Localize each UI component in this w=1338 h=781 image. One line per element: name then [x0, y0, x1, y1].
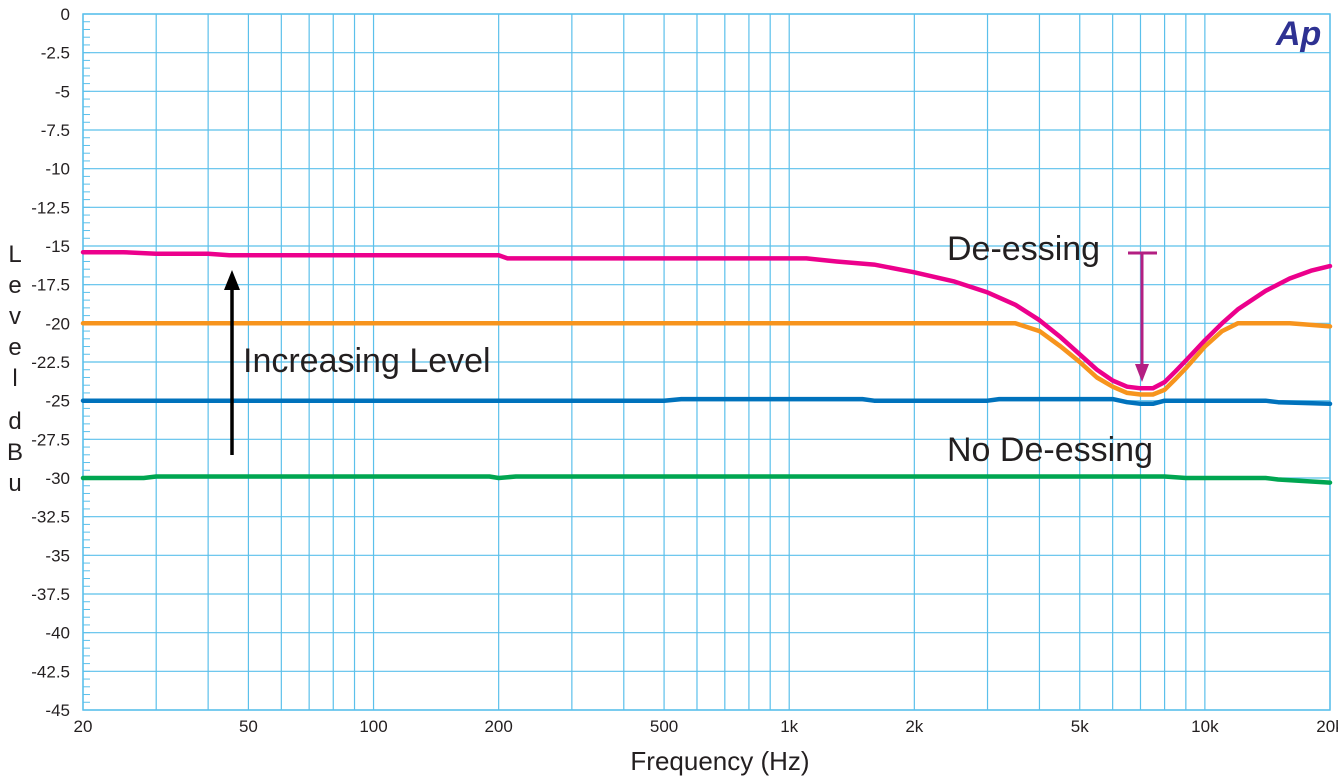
- x-tick-label: 1k: [780, 717, 798, 736]
- x-tick-label: 50: [239, 717, 258, 736]
- y-tick-label: -27.5: [31, 430, 70, 449]
- y-axis-title-letter: l: [12, 365, 17, 392]
- y-tick-label: -12.5: [31, 198, 70, 217]
- series-line-1: [80, 249, 1333, 391]
- y-tick-label: -20: [45, 314, 70, 333]
- y-tick-label: -25: [45, 392, 70, 411]
- y-axis-title-letter: u: [8, 470, 21, 497]
- increasing-level-arrowhead: [224, 270, 240, 290]
- y-tick-label: -32.5: [31, 508, 70, 527]
- increasing-level-label: Increasing Level: [243, 342, 491, 380]
- x-tick-label: 10k: [1191, 717, 1219, 736]
- y-tick-label: -7.5: [41, 121, 70, 140]
- x-tick-label: 100: [359, 717, 387, 736]
- y-tick-label: -5: [55, 82, 70, 101]
- minor-ticks: [83, 13, 90, 711]
- plot-frame: [82, 13, 1331, 711]
- y-tick-label: -45: [45, 701, 70, 720]
- y-tick-label: -42.5: [31, 662, 70, 681]
- series-line-3: [80, 396, 1333, 407]
- y-tick-label: -2.5: [41, 44, 70, 63]
- x-tick-label: 200: [484, 717, 512, 736]
- y-axis-title-letter: L: [8, 241, 21, 268]
- series-line-2: [80, 321, 1333, 397]
- y-axis-title-letter: d: [8, 408, 21, 435]
- y-tick-label: -37.5: [31, 585, 70, 604]
- y-tick-label: -10: [45, 160, 70, 179]
- x-axis-title: Frequency (Hz): [630, 746, 809, 776]
- x-tick-label: 2k: [905, 717, 923, 736]
- x-tick-label: 5k: [1071, 717, 1089, 736]
- y-tick-label: -30: [45, 469, 70, 488]
- y-axis-title-letter: e: [8, 334, 21, 361]
- y-tick-label: -35: [45, 546, 70, 565]
- y-axis-title-letter: v: [9, 303, 21, 330]
- y-tick-label: -17.5: [31, 276, 70, 295]
- y-axis-title-letter: e: [8, 272, 21, 299]
- ap-logo: Ap: [1275, 15, 1321, 53]
- y-tick-labels: 0 -2.5 -5 -7.5 -10 -12.5 -15 -17.5 -20 -22.5 -25 -2…: [31, 5, 70, 720]
- series-lines: [80, 249, 1333, 485]
- x-tick-label: 500: [650, 717, 678, 736]
- series-line-4: [80, 474, 1333, 485]
- x-tick-label: 20k: [1316, 717, 1338, 736]
- no-de-essing-label: No De-essing: [947, 431, 1153, 469]
- y-tick-label: -40: [45, 624, 70, 643]
- y-tick-label: 0: [61, 5, 70, 24]
- y-tick-label: -15: [45, 237, 70, 256]
- de-essing-label: De-essing: [947, 230, 1100, 268]
- de-essing-arrowhead: [1135, 364, 1149, 382]
- x-tick-labels: 20 50 100 200 500 1k 2k 5k 10k 20k: [74, 717, 1338, 736]
- y-axis-title-letter: B: [7, 439, 23, 466]
- x-tick-label: 20: [74, 717, 93, 736]
- y-tick-label: -22.5: [31, 353, 70, 372]
